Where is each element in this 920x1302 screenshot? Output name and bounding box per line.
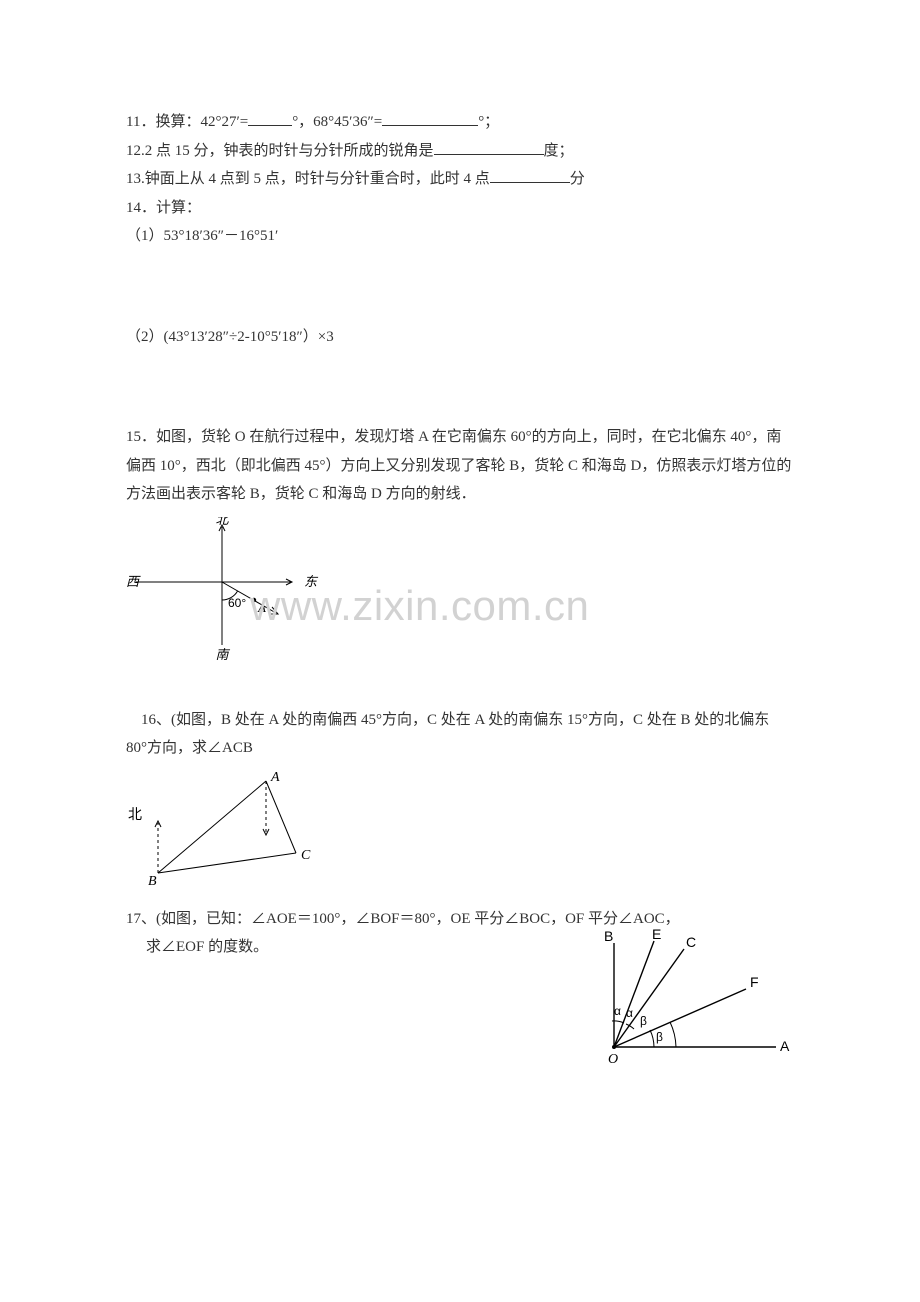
q15-spacer [126, 686, 794, 706]
q17-a-label: A [780, 1038, 790, 1054]
q17-f-label: F [750, 974, 759, 990]
q13-blank [490, 167, 570, 184]
q12-blank [434, 138, 544, 155]
q15-text: 15．如图，货轮 O 在航行过程中，发现灯塔 A 在它南偏东 60°的方向上，同… [126, 423, 794, 509]
q11-line: 11．换算：42°27′= °，68°45′36″= °； [126, 108, 794, 137]
q13-line: 13.钟面上从 4 点到 5 点，时针与分针重合时，此时 4 点 分 [126, 165, 794, 194]
q13-label: 13.钟面上从 4 点到 5 点，时针与分针重合时，此时 4 点 [126, 171, 490, 187]
q11-mid: °，68°45′36″= [292, 114, 382, 130]
q16-north-label: 北 [128, 807, 142, 823]
south-label: 南 [215, 647, 230, 662]
q17-o-label: O [608, 1052, 618, 1067]
page-content: 11．换算：42°27′= °，68°45′36″= °； 12.2 点 15 分，… [0, 0, 920, 1109]
q11-label: 11．换算：42°27′= [126, 114, 248, 130]
q17-beta2: β [656, 1030, 663, 1044]
q13-end: 分 [570, 171, 585, 187]
angle-label: 60° [228, 596, 246, 610]
q17-b-label: B [604, 929, 613, 944]
east-label: 东 [304, 574, 319, 589]
west-label: 西 [126, 574, 141, 589]
compass-diagram-svg: 北 南 东 西 60° A [126, 517, 336, 672]
north-label: 北 [215, 517, 230, 527]
q14-part2: （2）(43°13′28″÷2-10°5′18″）×3 [126, 323, 794, 352]
q16-diagram: A B C 北 [126, 771, 794, 891]
point-a-label: A [257, 600, 266, 615]
q12-end: 度； [544, 143, 574, 159]
triangle-diagram-svg: A B C 北 [126, 771, 336, 891]
q12-label: 12.2 点 15 分，钟表的时针与分针所成的锐角是 [126, 143, 434, 159]
q17-e-label: E [652, 929, 661, 942]
q17-line2: 求∠EOF 的度数。 [126, 933, 544, 962]
q11-end: °； [478, 114, 499, 130]
q17-block: 17、(如图，已知：∠AOE＝100°，∠BOF＝80°，OE 平分∠BOC，O… [126, 905, 794, 1070]
q16-text: 16、(如图，B 处在 A 处的南偏西 45°方向，C 处在 A 处的南偏东 1… [126, 706, 794, 763]
q12-line: 12.2 点 15 分，钟表的时针与分针所成的锐角是 度； [126, 137, 794, 166]
q11-blank2 [382, 110, 478, 127]
q16-b-label: B [148, 874, 157, 889]
angle-diagram-svg: B E C F A O α α β β [554, 929, 794, 1069]
q14-part1: （1）53°18′36″－16°51′ [126, 222, 794, 251]
q17-c-label: C [686, 934, 696, 950]
q14-spacer2 [126, 351, 794, 423]
q17-alpha1: α [614, 1004, 621, 1018]
q17-beta1: β [640, 1014, 647, 1028]
q16-c-label: C [301, 848, 311, 863]
q14-spacer1 [126, 251, 794, 323]
q17-alpha2: α [626, 1006, 633, 1020]
q14-header: 14．计算： [126, 194, 794, 223]
q15-diagram: 北 南 东 西 60° A [126, 517, 794, 672]
q17-diagram: B E C F A O α α β β [554, 929, 794, 1069]
q16-a-label: A [270, 771, 280, 785]
q11-blank1 [248, 110, 292, 127]
